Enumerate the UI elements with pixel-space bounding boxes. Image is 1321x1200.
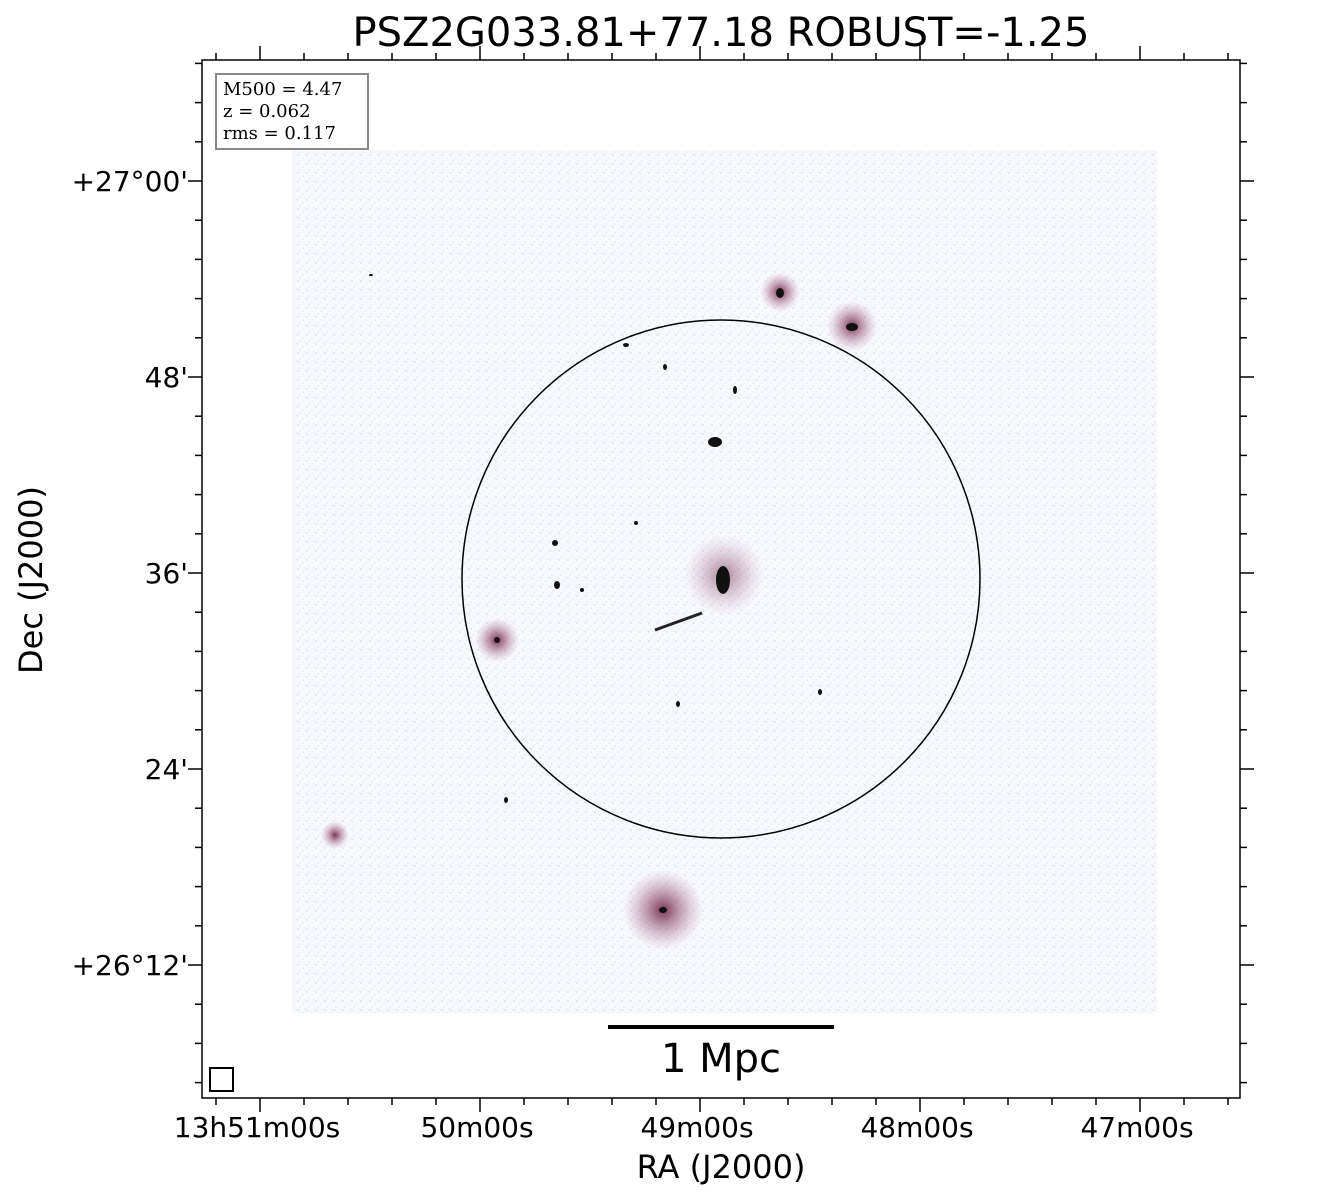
x-tick-label: 50m00s bbox=[420, 1111, 533, 1144]
info-box bbox=[215, 73, 369, 150]
y-tick-label: +26°12' bbox=[72, 949, 188, 982]
ticks bbox=[188, 46, 1254, 1112]
y-axis-label: Dec (J2000) bbox=[12, 486, 50, 674]
beam bbox=[209, 1067, 234, 1092]
title: PSZ2G033.81+77.18 ROBUST=-1.25 bbox=[353, 10, 1090, 56]
y-tick-label: 24' bbox=[145, 753, 188, 786]
info-line: z = 0.062 bbox=[223, 101, 311, 122]
y-tick-label: 36' bbox=[145, 557, 188, 590]
x-tick-label: 13h51m00s bbox=[174, 1111, 341, 1144]
info-line: M500 = 4.47 bbox=[223, 79, 342, 100]
y-tick-label: +27°00' bbox=[72, 165, 188, 198]
radio-image bbox=[292, 150, 1157, 1013]
x-tick-label: 47m00s bbox=[1080, 1111, 1193, 1144]
scale-bar-label: 1 Mpc bbox=[661, 1036, 781, 1082]
x-tick-label: 49m00s bbox=[640, 1111, 753, 1144]
x-axis-label: RA (J2000) bbox=[637, 1148, 806, 1186]
y-tick-label: 48' bbox=[145, 361, 188, 394]
info-line: rms = 0.117 bbox=[223, 123, 336, 144]
plot-frame bbox=[201, 59, 1241, 1099]
x-tick-label: 48m00s bbox=[860, 1111, 973, 1144]
